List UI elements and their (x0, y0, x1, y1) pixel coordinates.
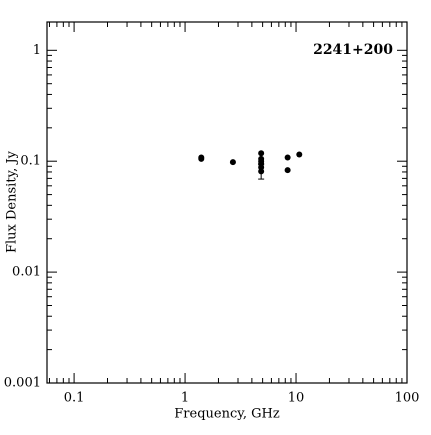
point (229, 159, 236, 166)
point (284, 167, 291, 174)
y-tick-label: 1 (33, 43, 41, 58)
point (258, 150, 265, 157)
plot-frame (46, 21, 408, 384)
x-tick-label: 10 (288, 391, 305, 406)
chart-title: 2241+200 (313, 42, 393, 58)
point (296, 151, 303, 158)
x-tick-label: 1 (181, 391, 189, 406)
y-tick-label: 0.1 (20, 154, 41, 169)
y-axis-label: Flux Density, Jy (5, 150, 20, 253)
point (284, 154, 291, 161)
point (258, 168, 265, 175)
point (198, 155, 205, 162)
x-tick-label: 100 (395, 391, 420, 406)
x-tick-label: 0.1 (64, 391, 85, 406)
y-tick-label: 0.01 (12, 265, 41, 280)
x-axis-label: Frequency, GHz (174, 407, 280, 422)
y-tick-label: 0.001 (4, 376, 41, 391)
